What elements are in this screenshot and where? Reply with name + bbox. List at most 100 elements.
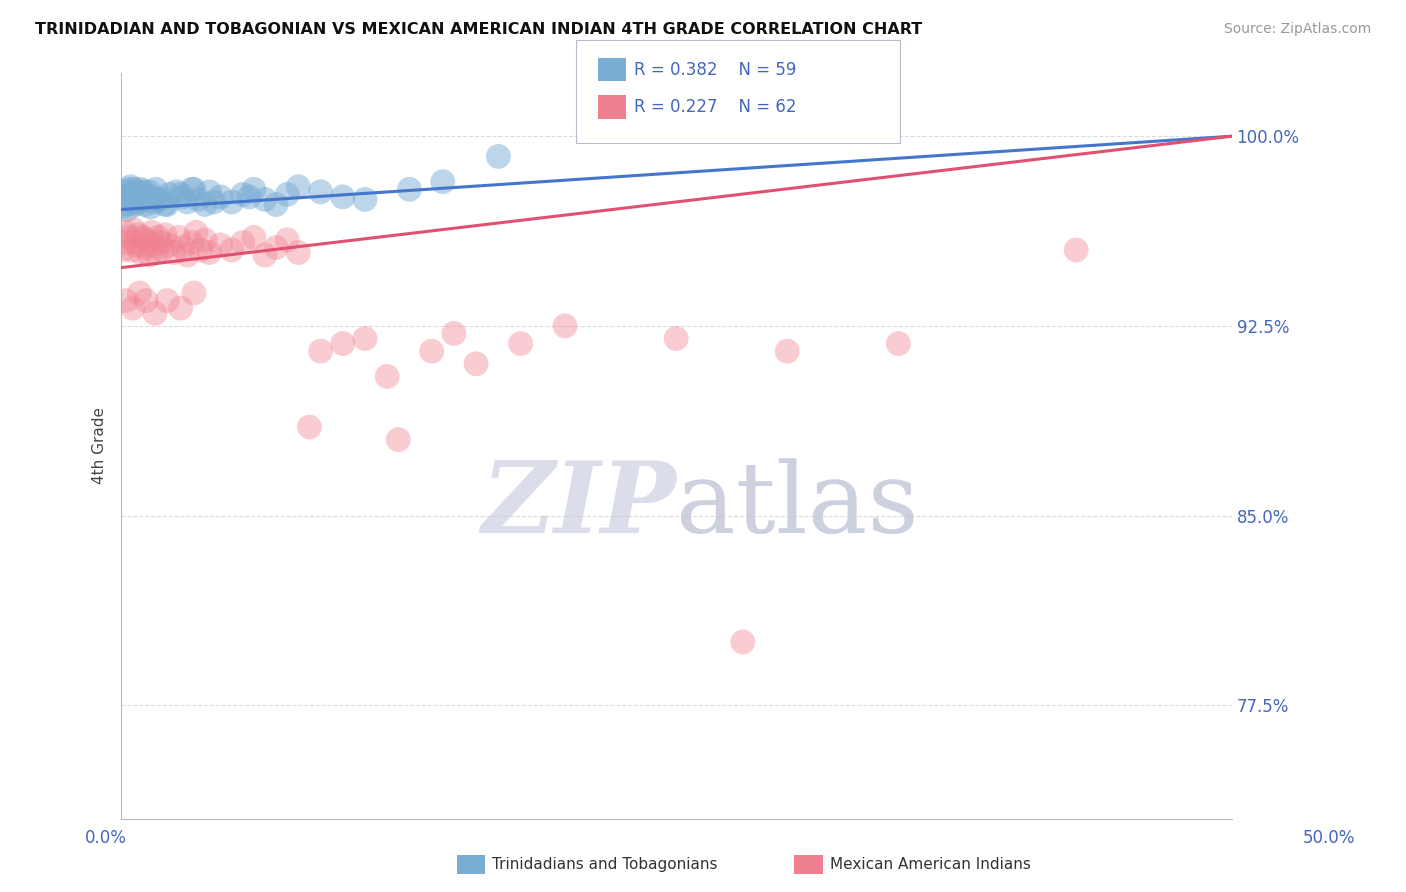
Point [209,190,232,204]
Point [354,332,377,346]
Point [118,194,141,209]
Point [149,193,172,207]
Point [138,248,160,262]
Point [156,293,179,308]
Point [665,332,688,346]
Point [180,235,202,250]
Point [143,306,166,320]
Point [136,233,159,247]
Point [141,190,163,204]
Point [115,190,138,204]
Text: Source: ZipAtlas.com: Source: ZipAtlas.com [1223,22,1371,37]
Point [253,193,276,207]
Point [128,285,150,300]
Point [309,344,332,359]
Point [887,336,910,351]
Point [129,182,152,196]
Point [243,230,266,244]
Point [120,179,142,194]
Point [221,194,243,209]
Point [121,193,143,207]
Point [187,193,209,207]
Point [121,301,143,315]
Point [153,227,176,242]
Point [121,243,143,257]
Point [238,190,260,204]
Point [157,238,180,252]
Point [127,227,149,242]
Point [125,190,148,204]
Point [276,187,298,202]
Point [253,248,276,262]
Point [121,187,143,202]
Point [146,193,169,207]
Point [332,190,354,204]
Point [127,185,149,199]
Text: TRINIDADIAN AND TOBAGONIAN VS MEXICAN AMERICAN INDIAN 4TH GRADE CORRELATION CHAR: TRINIDADIAN AND TOBAGONIAN VS MEXICAN AM… [35,22,922,37]
Point [127,194,149,209]
Text: ZIP: ZIP [481,458,676,554]
Point [194,197,217,211]
Point [264,240,287,254]
Point [135,293,157,308]
Point [132,187,155,202]
Point [298,420,321,434]
Point [128,193,150,207]
Point [115,235,138,250]
Point [731,635,754,649]
Point [172,240,194,254]
Point [112,193,135,207]
Point [465,357,488,371]
Point [134,240,156,254]
Point [127,190,149,204]
Point [145,245,167,260]
Text: 50.0%: 50.0% [1302,829,1355,847]
Point [115,202,138,217]
Point [183,285,205,300]
Point [117,182,139,196]
Point [136,193,159,207]
Point [176,194,198,209]
Point [287,179,309,194]
Point [443,326,465,341]
Text: R = 0.382    N = 59: R = 0.382 N = 59 [634,61,796,78]
Point [554,318,576,333]
Point [157,187,180,202]
Point [114,225,136,239]
Point [287,245,309,260]
Point [111,243,134,257]
Point [156,197,179,211]
Point [309,185,332,199]
Point [398,182,420,196]
Point [387,433,409,447]
Point [264,197,287,211]
Point [180,182,202,196]
Point [167,230,190,244]
Point [138,185,160,199]
Point [142,194,165,209]
Point [509,336,531,351]
Point [486,149,509,163]
Point [209,238,232,252]
Point [190,243,212,257]
Text: 0.0%: 0.0% [84,829,127,847]
Point [124,197,146,211]
Point [420,344,443,359]
Point [114,185,136,199]
Point [129,245,152,260]
Point [134,197,156,211]
Point [141,225,163,239]
Point [121,194,143,209]
Point [145,182,167,196]
Point [1064,243,1087,257]
Text: R = 0.227    N = 62: R = 0.227 N = 62 [634,98,797,116]
Point [176,248,198,262]
Point [221,243,243,257]
Text: atlas: atlas [676,458,920,554]
Point [354,193,377,207]
Point [132,230,155,244]
Point [149,235,172,250]
Point [332,336,354,351]
Text: Trinidadians and Tobagonians: Trinidadians and Tobagonians [492,857,717,871]
Point [165,185,187,199]
